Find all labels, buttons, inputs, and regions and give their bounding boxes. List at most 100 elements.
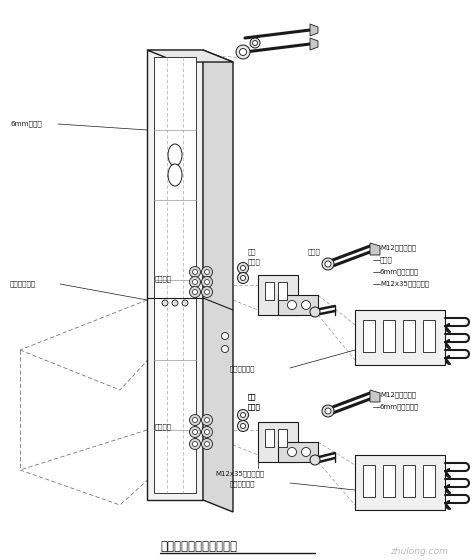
Polygon shape (278, 295, 318, 315)
Polygon shape (278, 442, 318, 462)
Circle shape (238, 263, 248, 273)
Circle shape (201, 414, 212, 426)
Circle shape (190, 277, 200, 287)
Text: 幕墙适用配件: 幕墙适用配件 (230, 480, 256, 487)
Text: M12x35不锈钢螺栓: M12x35不锈钢螺栓 (215, 470, 264, 477)
Bar (423, 320, 435, 352)
Circle shape (192, 290, 198, 295)
Text: M12不锈钢螺栓: M12不锈钢螺栓 (380, 244, 416, 251)
Circle shape (250, 38, 260, 48)
Polygon shape (310, 38, 318, 50)
Circle shape (205, 430, 209, 435)
Text: 6mm厚钢板: 6mm厚钢板 (10, 120, 42, 127)
Circle shape (238, 273, 248, 283)
Circle shape (302, 447, 311, 456)
Circle shape (201, 438, 212, 450)
Circle shape (240, 265, 246, 270)
Bar (383, 320, 395, 352)
Circle shape (192, 269, 198, 274)
Text: 幕墙适用配件: 幕墙适用配件 (230, 365, 256, 372)
Text: 方垫圈: 方垫圈 (248, 258, 261, 265)
Text: 螺母: 螺母 (248, 393, 256, 400)
Circle shape (240, 423, 246, 428)
Circle shape (162, 300, 168, 306)
Circle shape (240, 413, 246, 418)
Circle shape (221, 346, 228, 352)
Polygon shape (147, 50, 203, 500)
Text: zhulong.com: zhulong.com (390, 547, 448, 556)
Circle shape (253, 40, 257, 45)
Circle shape (205, 418, 209, 422)
Circle shape (310, 455, 320, 465)
Circle shape (192, 441, 198, 446)
Circle shape (310, 307, 320, 317)
Polygon shape (147, 50, 233, 62)
Bar (265, 429, 274, 447)
Text: 螺母: 螺母 (248, 248, 256, 255)
Circle shape (190, 438, 200, 450)
Polygon shape (370, 390, 380, 402)
Circle shape (302, 301, 311, 310)
Text: 螺母: 螺母 (248, 393, 256, 400)
Circle shape (287, 301, 296, 310)
Circle shape (190, 414, 200, 426)
Polygon shape (355, 310, 445, 365)
Bar (383, 465, 395, 497)
Polygon shape (258, 422, 298, 462)
Bar (278, 282, 287, 300)
Circle shape (325, 408, 331, 414)
Circle shape (322, 258, 334, 270)
Bar (363, 320, 375, 352)
Text: 石材幕墙甌龙骨安装详图: 石材幕墙甌龙骨安装详图 (160, 540, 237, 553)
Text: 幕墙适用主梁: 幕墙适用主梁 (10, 280, 36, 287)
Text: M12x35不锈钢螺栓: M12x35不锈钢螺栓 (380, 280, 429, 287)
Circle shape (205, 269, 209, 274)
Text: 圆垫圈: 圆垫圈 (380, 256, 393, 263)
Circle shape (205, 290, 209, 295)
Circle shape (240, 276, 246, 281)
Circle shape (236, 45, 250, 59)
Polygon shape (310, 24, 318, 36)
Circle shape (190, 267, 200, 278)
Text: 6mm厚镀锌角码: 6mm厚镀锌角码 (380, 268, 419, 274)
Bar (265, 282, 274, 300)
Bar (423, 465, 435, 497)
Circle shape (238, 421, 248, 432)
Circle shape (287, 447, 296, 456)
Circle shape (201, 267, 212, 278)
Bar (403, 320, 415, 352)
Circle shape (172, 300, 178, 306)
Circle shape (221, 333, 228, 339)
Text: M12不锈钢螺栓: M12不锈钢螺栓 (380, 391, 416, 398)
Polygon shape (355, 455, 445, 510)
Circle shape (190, 287, 200, 297)
Circle shape (201, 287, 212, 297)
Text: 方垫圈: 方垫圈 (248, 403, 261, 409)
Ellipse shape (168, 164, 182, 186)
Circle shape (192, 418, 198, 422)
Circle shape (192, 430, 198, 435)
Text: 方垫圈: 方垫圈 (308, 248, 321, 255)
Polygon shape (203, 50, 233, 512)
Circle shape (192, 279, 198, 284)
Circle shape (322, 405, 334, 417)
Ellipse shape (168, 144, 182, 166)
Text: 方垫圈: 方垫圈 (248, 403, 261, 409)
Circle shape (182, 300, 188, 306)
Circle shape (190, 427, 200, 437)
Circle shape (201, 277, 212, 287)
Polygon shape (370, 243, 380, 255)
Text: 弹簧垫圈: 弹簧垫圈 (155, 423, 172, 430)
Polygon shape (258, 275, 298, 315)
Bar (278, 429, 287, 447)
Circle shape (201, 427, 212, 437)
Text: 弹簧垫圈: 弹簧垫圈 (155, 275, 172, 282)
Circle shape (205, 279, 209, 284)
Circle shape (325, 261, 331, 267)
Bar (403, 465, 415, 497)
Circle shape (238, 409, 248, 421)
Circle shape (239, 49, 247, 55)
Text: 6mm厚镀锌角码: 6mm厚镀锌角码 (380, 403, 419, 409)
Polygon shape (154, 57, 196, 493)
Circle shape (205, 441, 209, 446)
